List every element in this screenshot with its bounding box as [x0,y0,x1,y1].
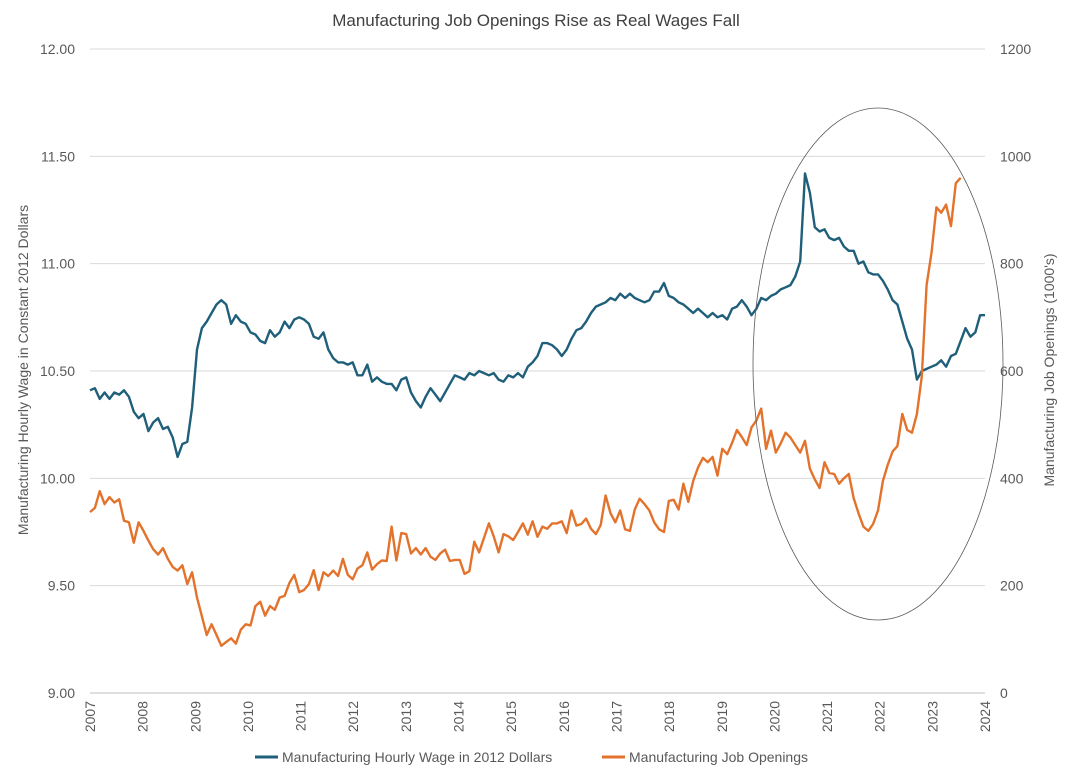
right-tick-label: 400 [1000,470,1024,486]
right-tick-label: 200 [1000,578,1024,594]
right-tick-label: 600 [1000,363,1024,379]
right-tick-label: 1200 [1000,41,1031,57]
x-tick-label: 2008 [135,701,151,732]
right-tick-label: 800 [1000,256,1024,272]
left-axis-label: Manufacturing Hourly Wage in Constant 20… [15,205,31,535]
wage-series-line [89,172,985,459]
left-tick-label: 10.00 [40,470,75,486]
right-axis-ticks: 0 200 400 600 800 1000 1200 [1000,41,1031,701]
left-tick-label: 11.50 [41,148,75,164]
x-tick-label: 2018 [661,701,677,732]
right-axis-label: Manufacturing Job Openings (1000's) [1041,253,1057,486]
chart-title: Manufacturing Job Openings Rise as Real … [332,11,740,30]
left-tick-label: 11.00 [41,256,75,272]
x-tick-label: 2012 [345,701,361,732]
x-tick-label: 2021 [819,701,835,732]
left-tick-label: 9.50 [48,578,75,594]
series-lines [89,172,985,647]
right-tick-label: 0 [1000,685,1008,701]
x-tick-label: 2016 [556,701,572,732]
x-tick-label: 2013 [398,701,414,732]
x-tick-label: 2009 [187,701,203,732]
legend-label-openings: Manufacturing Job Openings [629,749,808,765]
x-tick-label: 2007 [82,701,98,732]
gridlines [90,48,985,694]
x-tick-label: 2015 [503,701,519,732]
left-tick-label: 12.00 [40,41,75,57]
legend: Manufacturing Hourly Wage in 2012 Dollar… [255,749,808,765]
x-tick-label: 2014 [451,701,467,732]
x-tick-label: 2019 [714,701,730,732]
left-tick-label: 9.00 [48,685,75,701]
x-tick-label: 2023 [924,701,940,732]
right-tick-label: 1000 [1000,148,1031,164]
left-axis-ticks: 9.00 9.50 10.00 10.50 11.00 11.50 12.00 [40,41,75,701]
x-tick-label: 2020 [766,701,782,732]
x-axis-ticks: 2007 2008 2009 2010 2011 2012 2013 2014 2015 2016… [82,701,993,732]
x-tick-label: 2022 [872,701,888,732]
legend-label-wage: Manufacturing Hourly Wage in 2012 Dollar… [282,749,552,765]
left-tick-label: 10.50 [40,363,75,379]
openings-series-line [89,176,962,647]
x-tick-label: 2024 [977,701,993,732]
highlight-ellipse [752,107,1004,621]
x-tick-label: 2011 [293,701,309,731]
x-tick-label: 2017 [608,701,624,732]
x-tick-label: 2010 [240,701,256,732]
highlight-ellipse-shape [752,107,1004,621]
